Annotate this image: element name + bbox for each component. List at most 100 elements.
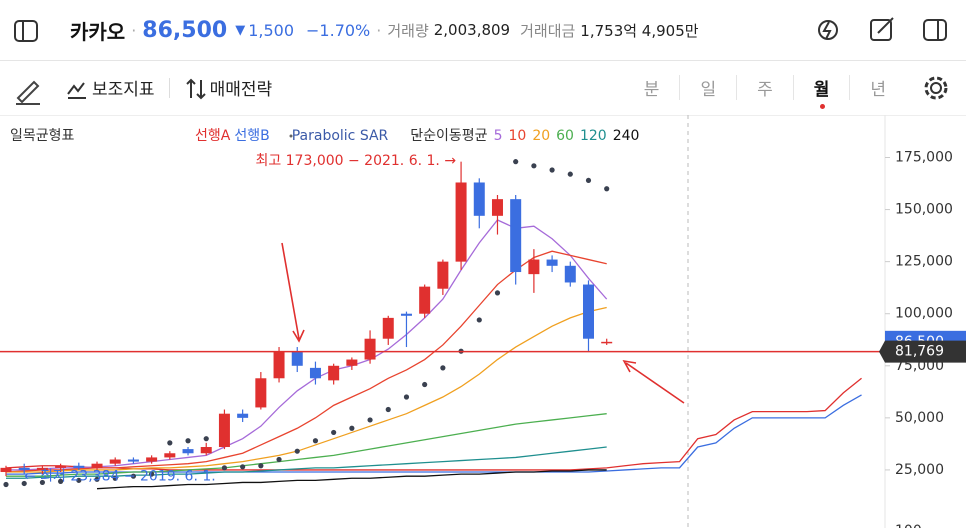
candle-body [0, 467, 12, 473]
legend-entry: 20 [532, 128, 550, 144]
candle-body [601, 341, 613, 344]
candle-body [200, 447, 212, 454]
hline-pointer [879, 340, 966, 363]
candle-body [237, 413, 249, 418]
sar-dot [39, 479, 46, 486]
indicators-button[interactable]: 보조지표 [92, 80, 155, 100]
candle-body [55, 465, 67, 468]
sar-dot [422, 381, 428, 388]
candle-body [164, 453, 176, 458]
candle-body [564, 265, 576, 283]
hline-label: 81,769 [895, 344, 944, 360]
legend-entry: 선행B [234, 128, 269, 144]
candle-body [255, 378, 267, 408]
candle-body [400, 313, 412, 316]
sar-dot [149, 471, 155, 477]
draw-icon[interactable] [0, 68, 60, 108]
candle-body [36, 467, 48, 470]
volume-label: 거래량 [387, 21, 429, 40]
sidebar-icon[interactable] [0, 0, 60, 60]
sar-dot [185, 438, 191, 444]
candle-body [437, 261, 449, 289]
amount-label: 거래대금 [520, 21, 576, 40]
period-tab[interactable]: 분 [643, 80, 660, 100]
legend-entry: 선행A [195, 128, 231, 144]
sar-dot [112, 475, 118, 481]
sar-dot [221, 465, 228, 471]
sar-dot [203, 436, 209, 442]
period-tab[interactable]: 년 [849, 75, 906, 100]
y-tick-label: 50,000 [895, 410, 944, 426]
period-tab[interactable]: 월 [792, 75, 850, 109]
strategy-icon[interactable] [184, 68, 210, 108]
sar-dot [440, 365, 446, 371]
indicator-line [6, 446, 607, 479]
sar-dot [604, 186, 610, 192]
arrow [622, 359, 685, 404]
candle-body [382, 317, 394, 339]
sar-dot [21, 480, 27, 487]
candle-body [582, 284, 594, 339]
change: 1,500 [248, 20, 295, 40]
indicator-line [96, 469, 607, 490]
candle-body [109, 459, 121, 464]
candle-body [510, 199, 522, 273]
sar-dot [294, 448, 300, 454]
indicator-line [6, 413, 607, 477]
candle-body [18, 467, 30, 470]
candle-body [73, 465, 85, 468]
candle-body [473, 182, 485, 216]
sar-dot [94, 476, 100, 482]
stock-name: 카카오 [70, 19, 126, 44]
legend-entry: 단순이동평균 [410, 128, 487, 144]
sar-dot [258, 463, 264, 469]
sar-dot [331, 429, 337, 436]
candle-body [491, 199, 503, 216]
sar-dot [385, 406, 391, 413]
sar-dot [403, 394, 410, 400]
candle-body [91, 463, 103, 468]
candle-body [419, 286, 431, 314]
price: 86,500 [142, 17, 228, 43]
legend-sep [415, 134, 419, 138]
indicator-line [6, 306, 607, 473]
sar-dot [476, 317, 482, 323]
indicator-title: 일목균형표 [10, 128, 75, 144]
sar-dot [276, 456, 282, 463]
header-icons[interactable] [796, 0, 966, 60]
sar-dot [531, 163, 537, 169]
candle-body [528, 259, 540, 275]
chart: 175,000150,000125,000100,00075,00050,000… [0, 115, 966, 528]
candle-body [328, 365, 340, 381]
arrow [281, 242, 305, 343]
period-tab[interactable]: 주 [736, 75, 793, 100]
y-tick-label: 25,000 [895, 462, 944, 478]
sar-dot [76, 477, 82, 483]
indicator-icon[interactable] [60, 68, 92, 108]
legend-entry: 240 [613, 128, 640, 144]
settings-icon[interactable] [906, 68, 966, 108]
candle-body [273, 351, 285, 379]
y-tick-label: 100,000 [895, 306, 953, 322]
candle-body [291, 351, 303, 366]
candle-body [364, 338, 376, 360]
legend-entry: 60 [556, 128, 574, 144]
sar-dot [240, 464, 246, 470]
sar-dot [58, 478, 64, 484]
change-arrow: ▼ [235, 22, 246, 38]
legend: 선행A 선행B Parabolic SAR 단순이동평균 5 10 20 60 120 240 [195, 128, 639, 144]
change-pct: −1.70% [306, 20, 371, 40]
y-tick-label: 150,000 [895, 202, 953, 218]
candle-body [218, 413, 230, 448]
indicator-line [6, 219, 608, 471]
y-tick-label: 125,000 [895, 254, 953, 270]
strategy-button[interactable]: 매매전략 [209, 80, 273, 100]
candle-body [546, 259, 558, 266]
sar-dot [367, 417, 373, 423]
lower-pane-tick: 100 [895, 523, 922, 528]
period-tab[interactable]: 일 [679, 75, 736, 100]
sar-dot [549, 167, 555, 173]
